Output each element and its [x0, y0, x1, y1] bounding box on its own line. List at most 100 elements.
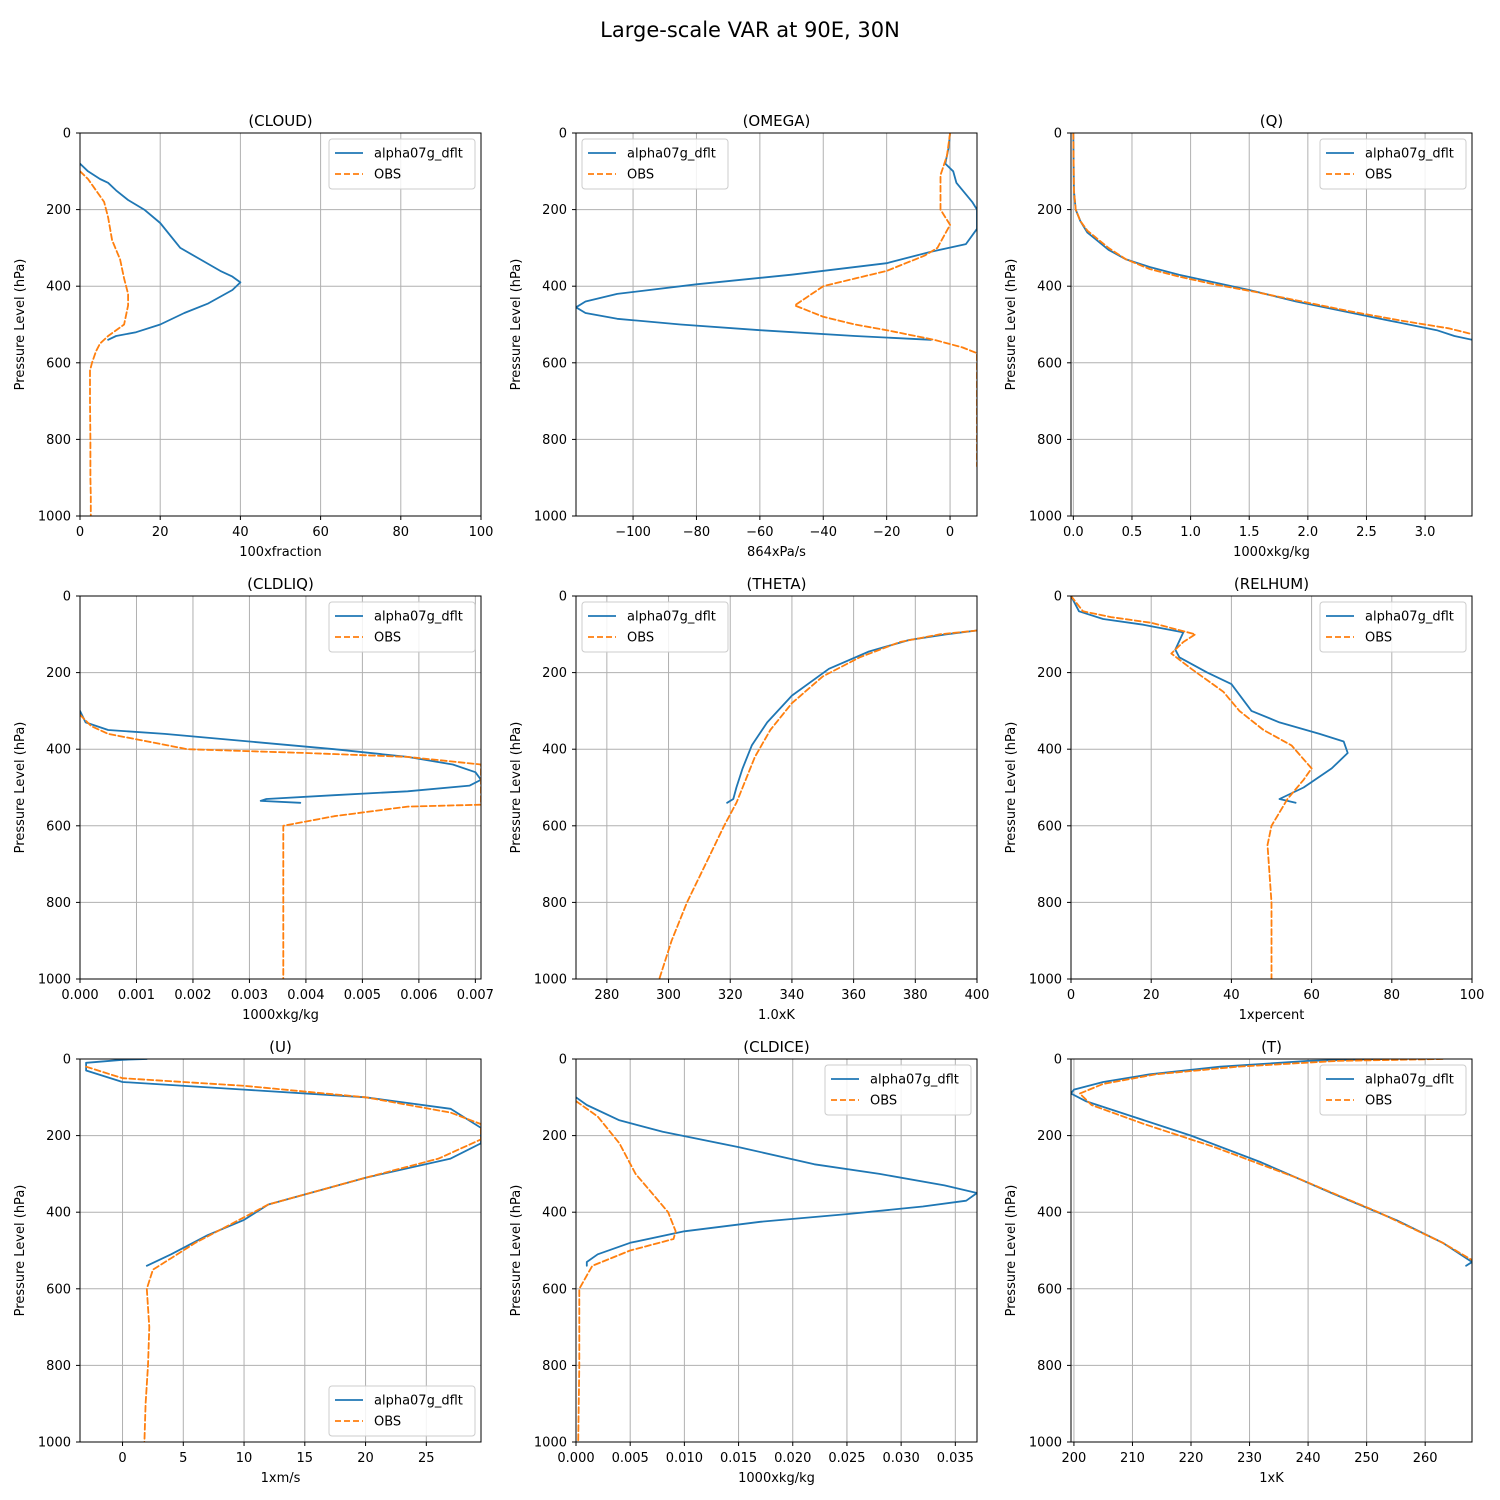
y-tick-label: 800	[46, 896, 71, 911]
ticks	[76, 1058, 427, 1446]
x-axis-label: 1000xkg/kg	[738, 1471, 815, 1486]
x-tick-label: −20	[873, 525, 900, 540]
y-tick-label: 1000	[1029, 1436, 1062, 1451]
x-tick-label: 0.030	[883, 1451, 920, 1466]
x-tick-label: 230	[1237, 1451, 1262, 1466]
x-tick-label: 80	[393, 525, 410, 540]
obs-line	[576, 1100, 677, 1442]
x-tick-label: 320	[718, 988, 743, 1003]
y-tick-label: 1000	[38, 1436, 71, 1451]
axes-frame	[575, 132, 978, 517]
ticks	[572, 132, 951, 520]
x-tick-label: 5	[179, 1451, 187, 1466]
y-tick-label: 1000	[534, 973, 567, 988]
legend-model-label: alpha07g_dflt	[627, 147, 716, 162]
y-tick-label: 1000	[38, 510, 71, 525]
x-tick-label: 100	[1460, 988, 1485, 1003]
y-tick-label: 600	[46, 1282, 71, 1297]
y-axis-label: Pressure Level (hPa)	[1004, 722, 1019, 854]
y-tick-label: 800	[542, 1359, 567, 1374]
legend-box	[581, 138, 729, 190]
x-axis-label: 1xm/s	[261, 1471, 301, 1486]
obs-line	[80, 713, 481, 979]
panel-title: (THETA)	[747, 575, 807, 593]
x-tick-label: 100	[469, 525, 494, 540]
axes-frame	[575, 1058, 978, 1443]
x-tick-label: 220	[1179, 1451, 1204, 1466]
series-group	[576, 133, 977, 468]
obs-line	[85, 1065, 481, 1442]
x-tick-label: 0.010	[666, 1451, 703, 1466]
panel-omega: −100 −80 −60 −40 −20 0 0 200 400 600 800 1000 (OMEGA…	[509, 112, 978, 560]
obs-line	[793, 133, 977, 468]
x-tick-label: 0.003	[231, 988, 268, 1003]
y-tick-label: 200	[542, 1129, 567, 1144]
series-group	[658, 629, 977, 979]
axes-frame	[1070, 1058, 1473, 1443]
legend: alpha07g_dflt OBS	[328, 138, 476, 190]
panel-cloud: 0 20 40 60 80 10002004006008001000(CLOUD)100x…	[13, 112, 493, 560]
model-line	[85, 1059, 481, 1267]
x-tick-label: 1.0	[1180, 525, 1201, 540]
panel-cldliq: 0.000 0.001 0.002 0.003 0.004 0.005 0.006 0.007…	[13, 575, 494, 1023]
y-tick-label: 1000	[534, 510, 567, 525]
legend-obs-label: OBS	[870, 1094, 897, 1109]
legend-obs-label: OBS	[627, 168, 654, 183]
x-tick-label: 280	[594, 988, 619, 1003]
x-tick-label: 40	[232, 525, 249, 540]
grid	[576, 595, 978, 980]
legend-box	[1319, 138, 1467, 190]
legend: alpha07g_dflt OBS	[328, 1385, 476, 1437]
ticks	[76, 595, 476, 983]
x-tick-label: 0.5	[1122, 525, 1143, 540]
x-tick-label: 0.005	[612, 1451, 649, 1466]
y-axis-label: Pressure Level (hPa)	[13, 722, 28, 854]
obs-line	[1078, 1059, 1472, 1261]
panel-q: 0.0 0.5 1.0 1.5 2.0 2.5 3.0 0 200 400 600 800 1000 (Q…	[1004, 112, 1473, 560]
x-tick-label: 2.5	[1356, 525, 1377, 540]
y-tick-label: 1000	[1029, 973, 1062, 988]
y-axis-label: Pressure Level (hPa)	[1004, 1185, 1019, 1317]
x-tick-label: 0.004	[287, 988, 324, 1003]
x-axis-label: 1000xkg/kg	[1233, 545, 1310, 560]
x-tick-label: 0.000	[557, 1451, 594, 1466]
legend-box	[1319, 601, 1467, 653]
y-tick-label: 600	[1037, 819, 1062, 834]
x-tick-label: 0.035	[937, 1451, 974, 1466]
legend-obs-label: OBS	[627, 631, 654, 646]
x-tick-label: 400	[965, 988, 990, 1003]
y-tick-label: 0	[1054, 590, 1062, 605]
legend-box	[328, 1385, 476, 1437]
legend-obs-label: OBS	[1365, 168, 1392, 183]
model-line	[576, 1096, 977, 1267]
x-tick-label: 260	[1413, 1451, 1438, 1466]
panel-cldice: 0.000 0.005 0.010 0.015 0.020 0.025 0.030 0.035…	[509, 1038, 978, 1486]
y-tick-label: 200	[1037, 666, 1062, 681]
legend: alpha07g_dflt OBS	[1319, 138, 1467, 190]
legend-box	[328, 601, 476, 653]
legend-obs-label: OBS	[374, 168, 401, 183]
y-tick-label: 800	[542, 433, 567, 448]
y-tick-label: 1000	[38, 973, 71, 988]
x-tick-label: 1.5	[1239, 525, 1260, 540]
panel-title: (T)	[1261, 1038, 1282, 1056]
x-tick-label: 0.007	[457, 988, 494, 1003]
ticks	[572, 1058, 956, 1446]
grid	[575, 1058, 977, 1443]
axes-frame	[79, 595, 482, 980]
axes-frame	[575, 595, 978, 980]
ticks	[1067, 595, 1473, 983]
x-axis-label: 1xpercent	[1239, 1008, 1305, 1023]
x-tick-label: −100	[615, 525, 651, 540]
y-tick-label: 800	[46, 433, 71, 448]
y-axis-label: Pressure Level (hPa)	[13, 1185, 28, 1317]
y-tick-label: 0	[63, 127, 71, 142]
ticks	[572, 595, 978, 983]
x-axis-label: 100xfraction	[239, 545, 321, 560]
x-tick-label: 250	[1354, 1451, 1379, 1466]
y-tick-label: 1000	[534, 1436, 567, 1451]
x-tick-label: 20	[1143, 988, 1160, 1003]
panel-title: (Q)	[1260, 112, 1284, 130]
x-tick-label: 0.006	[400, 988, 437, 1003]
series-group	[1072, 133, 1472, 341]
